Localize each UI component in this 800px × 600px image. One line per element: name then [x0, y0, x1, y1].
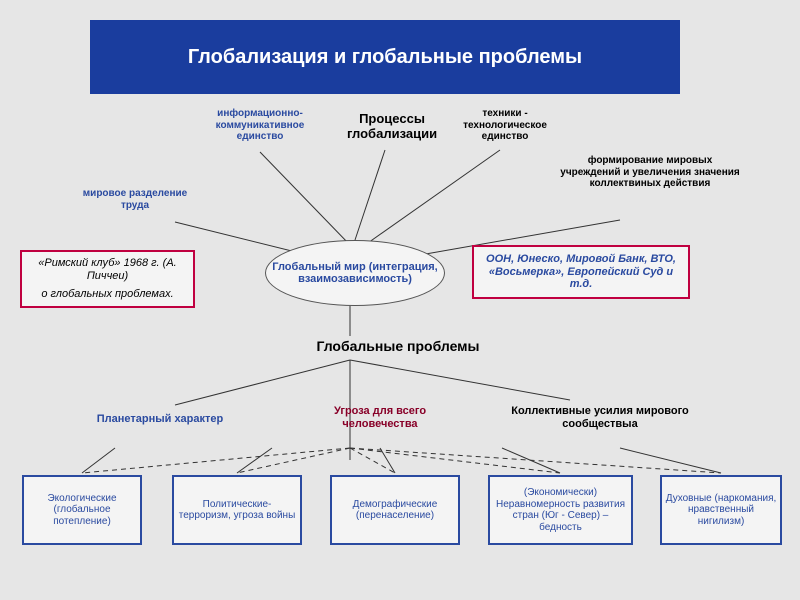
center-node-text: Глобальный мир (интеграция, взаимозависи…: [266, 261, 444, 285]
orgs-text: ООН, Юнеско, Мировой Банк, ВТО, «Восьмер…: [477, 253, 685, 291]
label-threat: Угроза для всего человечества: [300, 405, 460, 430]
bottom-box-4: Духовные (наркомания, нравственный нигил…: [660, 475, 782, 545]
label-collective: Коллективные усилия мирового сообществыа: [500, 405, 700, 430]
title-banner: Глобализация и глобальные проблемы: [90, 20, 680, 94]
label-tech: техники - технологическое единство: [445, 108, 565, 143]
label-labor: мировое разделение труда: [75, 188, 195, 211]
label-institutions: формирование мировых учреждений и увелич…: [560, 155, 740, 190]
box-orgs: ООН, Юнеско, Мировой Банк, ВТО, «Восьмер…: [472, 245, 690, 299]
rome-club-l2: о глобальных проблемах.: [25, 288, 190, 301]
rome-club-l1: «Римский клуб» 1968 г. (А. Пиччеи): [25, 257, 190, 282]
label-planetary: Планетарный характер: [80, 413, 240, 426]
label-processes: Процессы глобализации: [322, 112, 462, 142]
center-node: Глобальный мир (интеграция, взаимозависи…: [265, 240, 445, 306]
bottom-box-2: Демографические (перенаселение): [330, 475, 460, 545]
bottom-box-3: (Экономически) Неравномерность развития …: [488, 475, 633, 545]
title-text: Глобализация и глобальные проблемы: [188, 46, 582, 69]
bottom-box-0: Экологические (глобальное потепление): [22, 475, 142, 545]
box-rome-club: «Римский клуб» 1968 г. (А. Пиччеи) о гло…: [20, 250, 195, 308]
bottom-box-1: Политические-терроризм, угроза войны: [172, 475, 302, 545]
problems-header: Глобальные проблемы: [298, 338, 498, 354]
label-info-comm: информационно-коммуникативное единство: [200, 108, 320, 143]
